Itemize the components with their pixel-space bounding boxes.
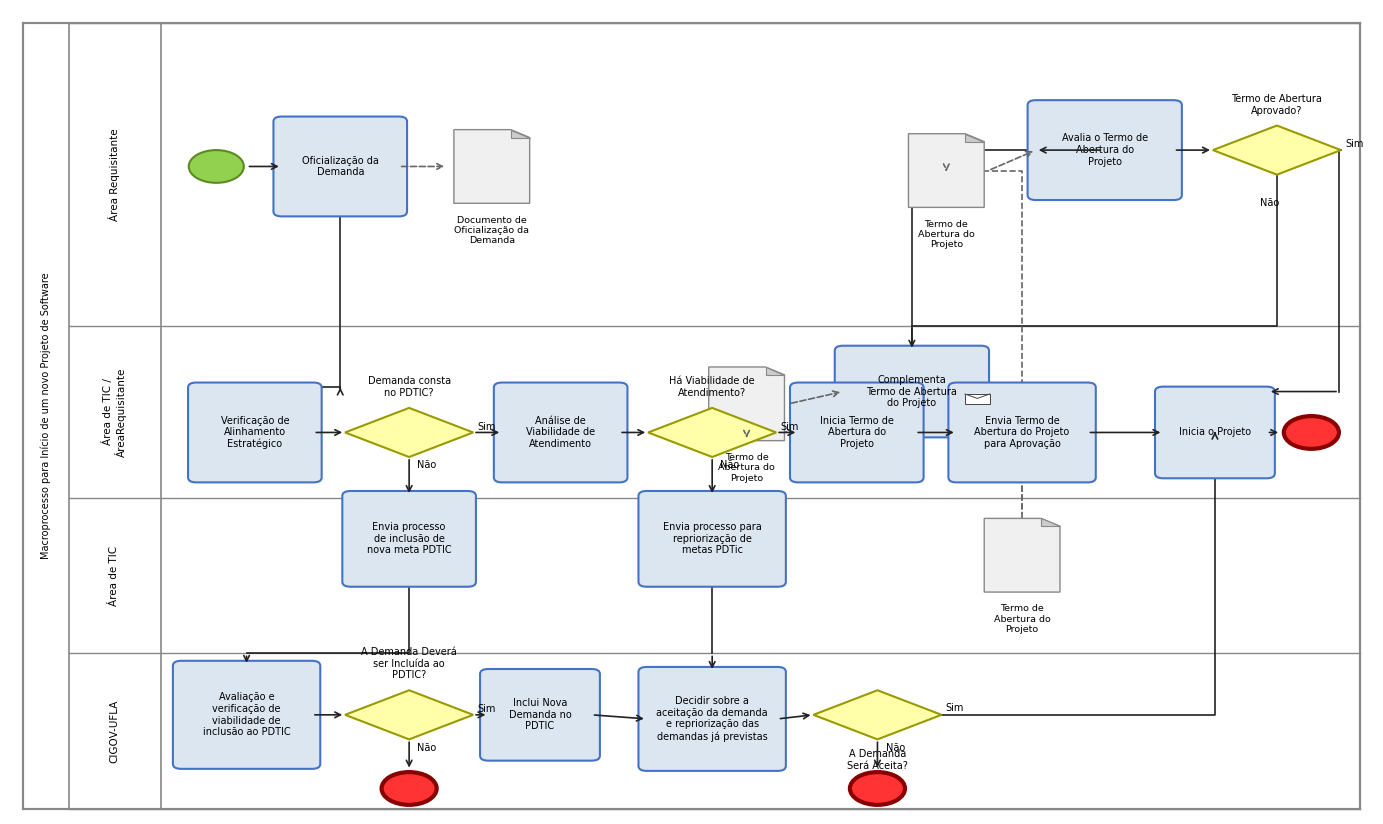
Text: Decidir sobre a
aceitação da demanda
e repriorização das
demandas já previstas: Decidir sobre a aceitação da demanda e r…: [657, 696, 768, 742]
FancyBboxPatch shape: [24, 23, 1359, 809]
Text: Documento de
Oficialização da
Demanda: Documento de Oficialização da Demanda: [454, 216, 530, 246]
Text: Envia processo para
repriorização de
metas PDTic: Envia processo para repriorização de met…: [662, 522, 762, 555]
Circle shape: [851, 772, 904, 805]
FancyBboxPatch shape: [1155, 386, 1275, 478]
Polygon shape: [1213, 125, 1342, 175]
Text: Há Viabilidade de
Atendimento?: Há Viabilidade de Atendimento?: [669, 377, 755, 398]
Circle shape: [382, 772, 437, 805]
Polygon shape: [346, 691, 473, 739]
Circle shape: [188, 150, 243, 183]
Text: Sim: Sim: [477, 704, 495, 714]
Text: Área Requisitante: Área Requisitante: [108, 129, 120, 221]
Text: Não: Não: [885, 742, 904, 752]
Text: A Demanda
Será Aceita?: A Demanda Será Aceita?: [846, 749, 907, 770]
Text: Não: Não: [418, 460, 437, 471]
Bar: [965, 394, 990, 404]
Text: Oficialização da
Demanda: Oficialização da Demanda: [301, 156, 379, 177]
Polygon shape: [813, 691, 942, 739]
Text: Área de TIC: Área de TIC: [109, 545, 119, 606]
Text: Termo de
Abertura do
Projeto: Termo de Abertura do Projeto: [718, 453, 774, 483]
Text: A Demanda Deverá
ser Incluída ao
PDTIC?: A Demanda Deverá ser Incluída ao PDTIC?: [361, 647, 456, 681]
Text: Sim: Sim: [946, 703, 964, 714]
FancyBboxPatch shape: [639, 491, 786, 587]
FancyBboxPatch shape: [494, 382, 628, 482]
Text: Área de TIC /
ÁreaRequisitante: Área de TIC / ÁreaRequisitante: [102, 368, 127, 456]
FancyBboxPatch shape: [835, 346, 989, 438]
Polygon shape: [985, 518, 1059, 592]
Text: Termo de
Abertura do
Projeto: Termo de Abertura do Projeto: [994, 604, 1051, 634]
Text: Demanda consta
no PDTIC?: Demanda consta no PDTIC?: [368, 377, 451, 398]
FancyBboxPatch shape: [949, 382, 1095, 482]
Polygon shape: [766, 367, 784, 375]
Text: Análise de
Viabilidade de
Atendimento: Análise de Viabilidade de Atendimento: [526, 416, 595, 449]
Text: Termo de
Abertura do
Projeto: Termo de Abertura do Projeto: [918, 220, 975, 250]
Polygon shape: [965, 133, 985, 142]
Polygon shape: [649, 408, 776, 457]
Text: Não: Não: [418, 742, 437, 752]
Text: Sim: Sim: [1346, 138, 1364, 148]
Text: Verificação de
Alinhamento
Estratégico: Verificação de Alinhamento Estratégico: [220, 415, 289, 449]
FancyBboxPatch shape: [480, 669, 600, 761]
Text: Envia Termo de
Abertura do Projeto
para Aprovação: Envia Termo de Abertura do Projeto para …: [975, 416, 1069, 449]
FancyBboxPatch shape: [1028, 101, 1182, 200]
Text: CIGOV-UFLA: CIGOV-UFLA: [109, 700, 119, 763]
Text: Não: Não: [1260, 199, 1279, 208]
Text: Envia processo
de inclusão de
nova meta PDTIC: Envia processo de inclusão de nova meta …: [366, 522, 451, 555]
Text: Termo de Abertura
Aprovado?: Termo de Abertura Aprovado?: [1231, 94, 1322, 115]
Polygon shape: [909, 133, 985, 208]
FancyBboxPatch shape: [173, 661, 321, 769]
Polygon shape: [1041, 518, 1059, 527]
Text: Não: Não: [721, 460, 740, 471]
FancyBboxPatch shape: [274, 116, 407, 217]
Text: Inicia Termo de
Abertura do
Projeto: Inicia Termo de Abertura do Projeto: [820, 416, 893, 449]
Polygon shape: [510, 129, 530, 138]
Polygon shape: [708, 367, 784, 441]
Text: Complementa
Termo de Abertura
do Projeto: Complementa Termo de Abertura do Projeto: [867, 375, 957, 408]
FancyBboxPatch shape: [343, 491, 476, 587]
Polygon shape: [454, 129, 530, 204]
Text: Inclui Nova
Demanda no
PDTIC: Inclui Nova Demanda no PDTIC: [509, 698, 571, 732]
Circle shape: [1283, 416, 1339, 449]
Text: Avaliação e
verificação de
viabilidade de
inclusão ao PDTIC: Avaliação e verificação de viabilidade d…: [203, 692, 290, 737]
Text: Inicia o Projeto: Inicia o Projeto: [1178, 428, 1252, 438]
FancyBboxPatch shape: [639, 667, 786, 771]
Text: Sim: Sim: [477, 422, 495, 432]
FancyBboxPatch shape: [188, 382, 322, 482]
Text: Macroprocesso para Início de um novo Projeto de Software: Macroprocesso para Início de um novo Pro…: [40, 273, 51, 559]
Text: Sim: Sim: [780, 422, 799, 432]
Text: Avalia o Termo de
Abertura do
Projeto: Avalia o Termo de Abertura do Projeto: [1062, 133, 1148, 166]
Polygon shape: [346, 408, 473, 457]
FancyBboxPatch shape: [790, 382, 924, 482]
